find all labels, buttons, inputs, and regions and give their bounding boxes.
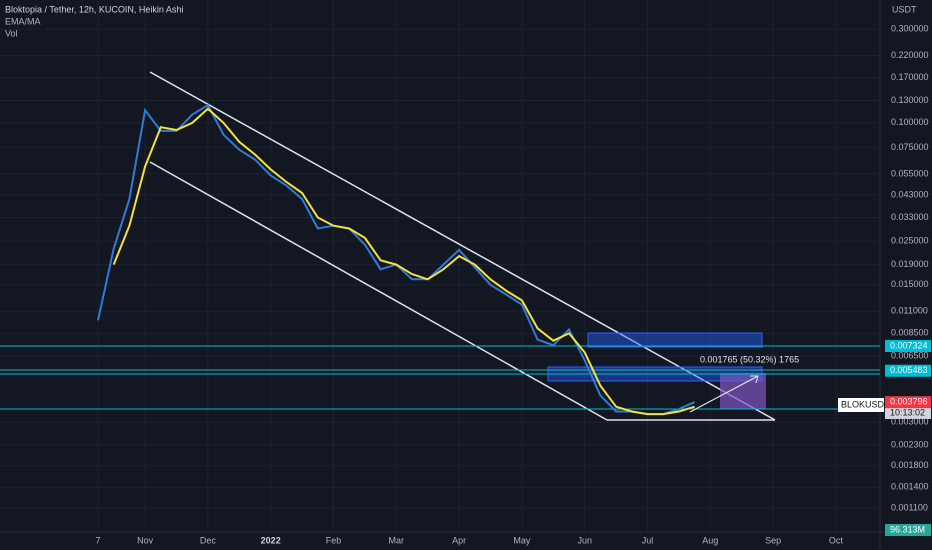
indicator: Vol (5, 28, 18, 38)
symbol-box (838, 398, 884, 412)
x-tick-label: Jul (642, 535, 654, 545)
y-tick-label: 0.300000 (891, 23, 929, 33)
y-tick-label: 0.043000 (891, 189, 929, 199)
price-label-box (885, 340, 931, 353)
y-tick-label: 0.220000 (891, 50, 929, 60)
volume-box (885, 524, 931, 536)
x-tick-label: Oct (829, 535, 844, 545)
range-box (720, 373, 766, 409)
volume-label: 96.313M (890, 524, 925, 534)
x-tick-label: Apr (452, 535, 466, 545)
y-tick-label: 0.100000 (891, 117, 929, 127)
countdown-box (885, 407, 931, 419)
y-tick-label: 0.033000 (891, 212, 929, 222)
grid (0, 0, 880, 532)
y-tick-label: 0.130000 (891, 95, 929, 105)
countdown: 10:13:02 (890, 407, 925, 417)
y-tick-label: 0.003000 (891, 417, 929, 427)
y-tick-label: 0.025000 (891, 236, 929, 246)
x-tick-label: Dec (200, 535, 217, 545)
x-tick-label: 2022 (261, 535, 281, 545)
x-tick-label: Feb (326, 535, 342, 545)
arrow (689, 375, 759, 413)
x-tick-label: Aug (702, 535, 718, 545)
y-unit: USDT (892, 4, 917, 14)
x-tick-label: May (513, 535, 531, 545)
y-tick-label: 0.001100 (891, 502, 928, 512)
y-tick-label: 0.055000 (891, 168, 929, 178)
x-tick-label: Nov (137, 535, 154, 545)
y-tick-label: 0.170000 (891, 72, 929, 82)
chart-title: Bloktopia / Tether, 12h, KUCOIN, Heikin … (5, 4, 183, 14)
y-tick-label: 0.019000 (891, 259, 929, 269)
x-tick-label: Mar (389, 535, 405, 545)
x-tick-label: Jun (577, 535, 592, 545)
price-line (112, 107, 695, 416)
channel-line (149, 71, 776, 421)
series (97, 103, 696, 416)
y-tick-label: 0.002300 (891, 439, 929, 449)
y-tick-label: 0.001800 (891, 460, 929, 470)
arrow-head (750, 375, 759, 384)
y-tick-label: 0.075000 (891, 142, 929, 152)
y-tick-label: 0.015000 (891, 279, 929, 289)
price-label-box (885, 364, 931, 377)
annotation: 0.001765 (50.32%) 1765 (700, 354, 799, 364)
y-tick-label: 0.001400 (891, 482, 929, 492)
price-label: 0.003796 (890, 397, 928, 407)
price-label: 0.005483 (890, 365, 928, 375)
y-tick-label: 0.008500 (891, 328, 929, 338)
y-tick-label: 0.006500 (891, 351, 929, 361)
symbol: BLOKUSDT (841, 399, 890, 409)
zone (587, 332, 763, 348)
channel-line (149, 161, 608, 421)
indicator: EMA/MA (5, 16, 41, 26)
x-tick-label: 7 (95, 535, 100, 545)
x-tick-label: Sep (765, 535, 781, 545)
price-label-box (885, 396, 931, 409)
drawings (0, 71, 880, 421)
y-tick-label: 0.011000 (891, 306, 928, 316)
price-label: 0.007324 (890, 340, 928, 350)
